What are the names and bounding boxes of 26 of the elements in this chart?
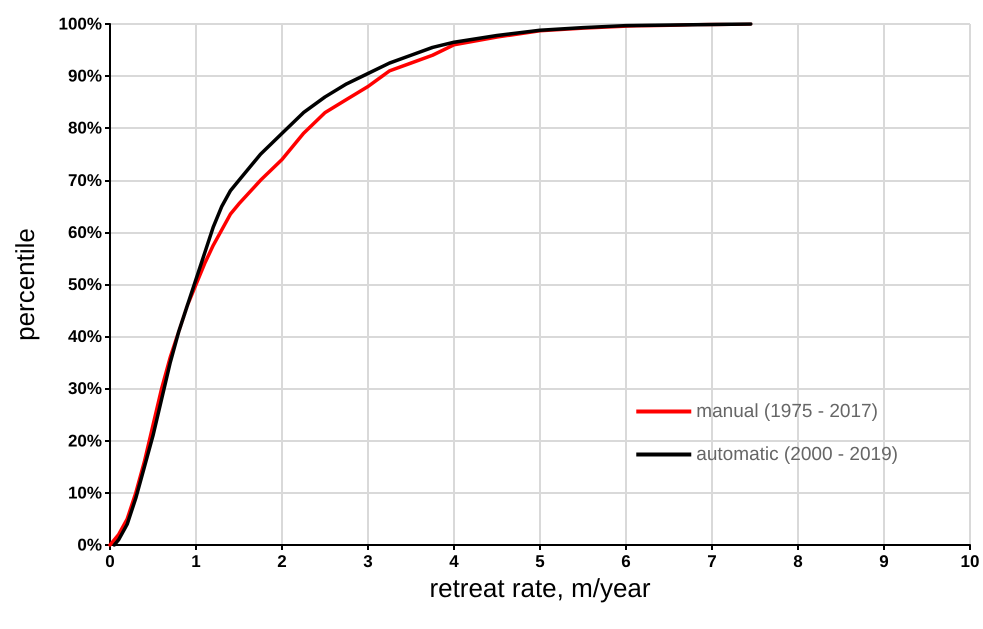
- x-tick-label: 10: [960, 552, 980, 571]
- x-tick-label: 6: [621, 552, 631, 571]
- y-tick-label: 90%: [68, 66, 102, 86]
- y-tick-label: 40%: [68, 327, 102, 346]
- y-tick-label: 70%: [68, 170, 102, 190]
- x-tick-label: 1: [191, 552, 201, 571]
- y-tick-label: 50%: [68, 275, 102, 294]
- x-tick-label: 5: [535, 552, 545, 571]
- x-tick-label: 7: [707, 552, 717, 571]
- x-tick-label: 0: [105, 552, 115, 571]
- y-tick-label: 100%: [58, 14, 102, 34]
- x-tick-label: 9: [879, 552, 889, 571]
- x-tick-label: 2: [277, 552, 287, 571]
- x-tick-label: 8: [793, 552, 803, 571]
- y-tick-label: 60%: [68, 222, 102, 242]
- y-tick-label: 30%: [68, 379, 102, 398]
- y-tick-label: 10%: [68, 483, 102, 502]
- y-tick-label: 80%: [68, 118, 102, 138]
- y-tick-label: 20%: [68, 431, 102, 450]
- y-axis-title: percentile: [10, 228, 40, 341]
- x-tick-label: 3: [363, 552, 373, 571]
- legend-label: automatic (2000 - 2019): [696, 444, 898, 465]
- legend-label: manual (1975 - 2017): [696, 401, 878, 422]
- y-tick-label: 0%: [77, 536, 102, 554]
- x-tick-label: 4: [449, 552, 460, 571]
- x-axis-title: retreat rate, m/year: [429, 573, 651, 603]
